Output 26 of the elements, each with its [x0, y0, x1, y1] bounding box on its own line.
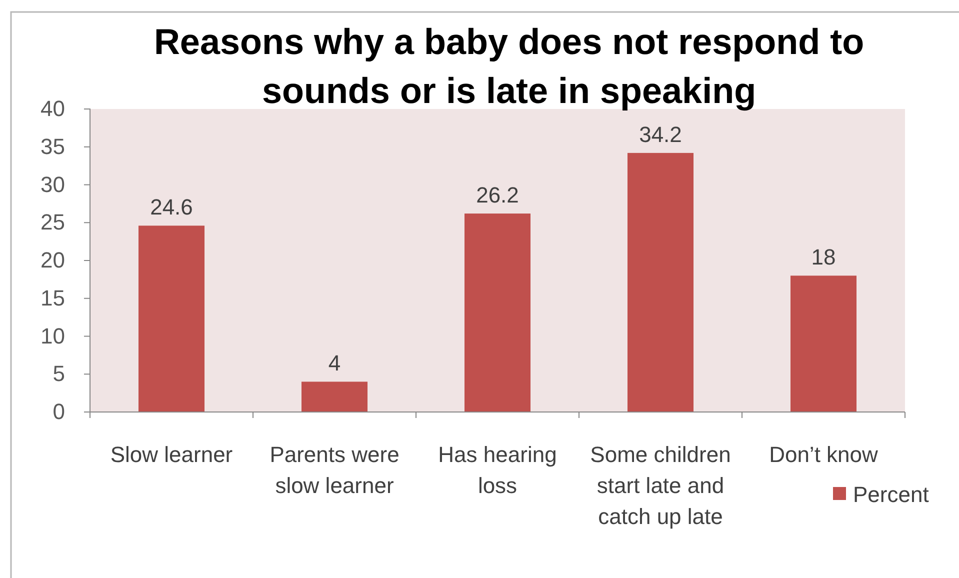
x-tick-label: Slow learner — [110, 442, 233, 467]
bar — [301, 382, 368, 412]
y-tick-label: 15 — [40, 285, 65, 310]
x-tick-label: Parents were slow learner — [270, 442, 400, 498]
bar — [464, 214, 531, 412]
y-tick-label: 0 — [52, 399, 65, 424]
y-tick-label: 20 — [40, 248, 65, 273]
x-tick-label: Has hearing loss — [438, 442, 557, 498]
data-label: 24.6 — [150, 194, 193, 220]
bar — [627, 152, 694, 412]
y-tick-label: 35 — [40, 134, 65, 159]
legend-label: Percent — [853, 482, 929, 507]
y-tick-label: 30 — [40, 172, 65, 197]
y-tick-label: 10 — [40, 323, 65, 348]
data-label: 26.2 — [476, 182, 519, 208]
data-label: 4 — [328, 350, 341, 376]
x-tick-label: Don’t know — [769, 442, 878, 467]
chart-title: Reasons why a baby does not respond to sounds or is late in speaking — [154, 21, 864, 111]
data-label: 34.2 — [639, 122, 682, 147]
y-tick-label: 5 — [52, 361, 65, 386]
x-tick-label: Some children start late and catch up late — [590, 442, 731, 529]
data-label: 18 — [811, 244, 836, 270]
y-tick-label: 25 — [40, 210, 65, 235]
bar — [138, 226, 205, 412]
bar — [790, 276, 857, 412]
y-tick-label: 40 — [40, 96, 65, 122]
